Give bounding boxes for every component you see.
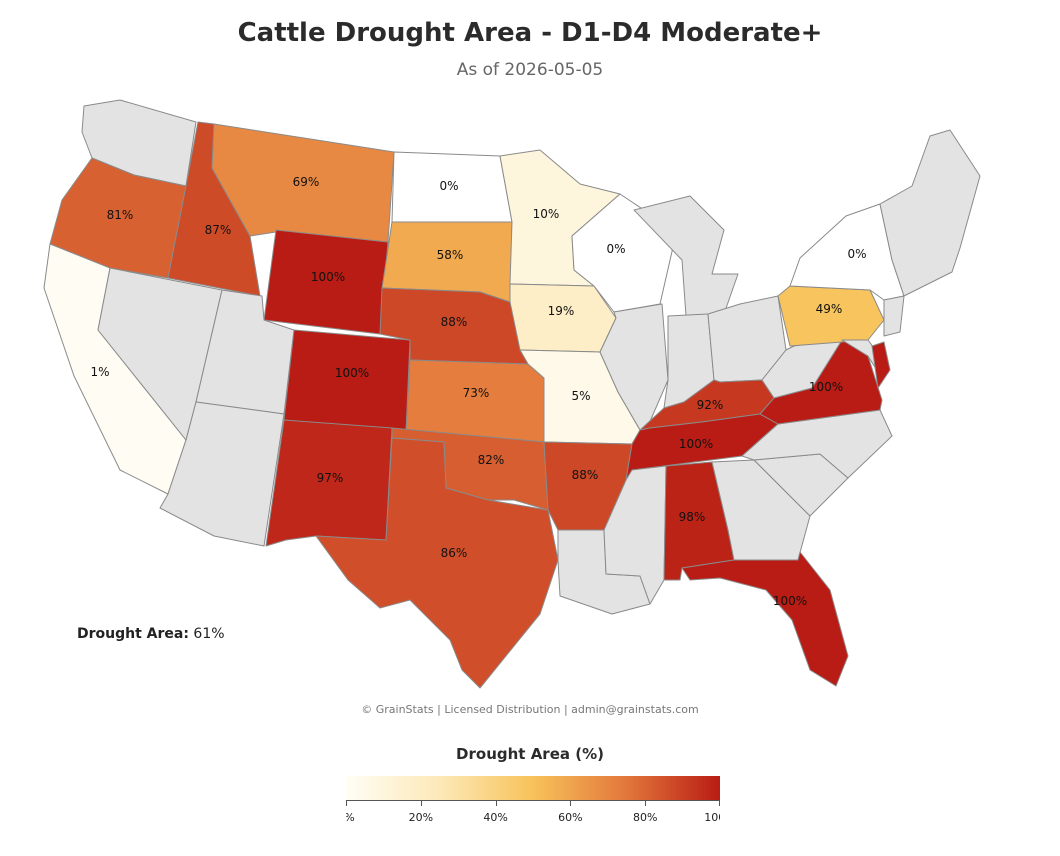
state-de[interactable]: [871, 341, 891, 389]
drought-area-summary: Drought Area: 61%: [77, 626, 225, 642]
state-labels: 81% 1% 87% 69% 100% 100% 97% 0% 58% 88% 73% 82% 86% 1…: [90, 175, 866, 608]
legend-tick-label: 40%: [483, 811, 508, 824]
state-label-wi: 0%: [606, 242, 625, 256]
summary-value: 61%: [193, 626, 225, 642]
state-label-ks: 73%: [463, 386, 490, 400]
state-label-ar: 88%: [572, 468, 599, 482]
legend-axis: [346, 800, 720, 801]
legend-color-bar: [346, 776, 720, 800]
state-label-pa: 49%: [816, 302, 843, 316]
state-label-ca: 1%: [90, 365, 109, 379]
state-label-or: 81%: [107, 208, 134, 222]
state-or[interactable]: [49, 157, 187, 279]
map-title: Cattle Drought Area - D1-D4 Moderate+: [237, 18, 823, 48]
legend-title: Drought Area (%): [456, 745, 604, 763]
legend-tick-label: 0%: [346, 811, 355, 824]
state-tx[interactable]: [315, 437, 559, 689]
state-co[interactable]: [283, 329, 411, 433]
state-label-va: 100%: [809, 380, 843, 394]
state-label-id: 87%: [205, 223, 232, 237]
state-label-mo: 5%: [571, 389, 590, 403]
state-label-co: 100%: [335, 366, 369, 380]
legend-tick: [346, 800, 347, 806]
state-label-sd: 58%: [437, 248, 464, 262]
state-ks[interactable]: [405, 359, 545, 443]
state-label-ne: 88%: [441, 315, 468, 329]
state-label-mt: 69%: [293, 175, 320, 189]
legend-tick: [420, 800, 422, 806]
us-drought-map: 81% 1% 87% 69% 100% 100% 97% 0% 58% 88% 73% 82% 86% 1…: [43, 99, 981, 689]
copyright-notice: © GrainStats | Licensed Distribution | a…: [361, 703, 699, 716]
summary-label: Drought Area:: [77, 626, 189, 642]
state-nj[interactable]: [883, 295, 905, 337]
legend-tick: [495, 800, 497, 806]
state-label-nd: 0%: [439, 179, 458, 193]
state-az[interactable]: [159, 401, 285, 547]
state-new-england[interactable]: [879, 129, 981, 297]
legend-tick: [645, 800, 647, 806]
legend-tick: [570, 800, 572, 806]
state-label-fl: 100%: [773, 594, 807, 608]
state-label-nm: 97%: [317, 471, 344, 485]
legend-tick-label: 20%: [408, 811, 434, 824]
legend-tick: [719, 800, 720, 806]
legend-tick-label: 80%: [632, 811, 658, 824]
state-label-tx: 86%: [441, 546, 468, 560]
legend-ticks: 0% 20% 40% 60% 80% 100%: [346, 800, 720, 830]
state-label-al: 98%: [679, 510, 706, 524]
state-mi[interactable]: [633, 195, 739, 317]
state-fl[interactable]: [681, 551, 849, 687]
state-label-ky: 92%: [697, 398, 724, 412]
state-label-ia: 19%: [548, 304, 575, 318]
legend-tick-label: 100%: [704, 811, 720, 824]
state-label-ny: 0%: [847, 247, 866, 261]
state-label-tn: 100%: [679, 437, 713, 451]
state-label-mn: 10%: [533, 207, 560, 221]
state-ms[interactable]: [603, 465, 667, 605]
map-subtitle: As of 2026-05-05: [456, 60, 604, 80]
state-label-wy: 100%: [311, 270, 345, 284]
state-pa[interactable]: [777, 285, 885, 347]
state-label-ok: 82%: [478, 453, 505, 467]
legend-tick-label: 60%: [558, 811, 583, 824]
